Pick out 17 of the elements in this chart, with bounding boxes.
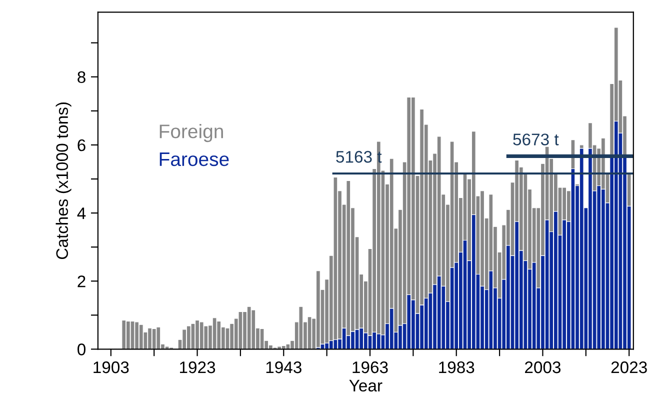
y-axis-title: Catches (x1000 tons) <box>56 102 72 260</box>
x-tick-label: 2003 <box>525 361 561 374</box>
x-axis-title: Year <box>349 380 382 392</box>
y-tick-label: 2 <box>78 275 86 288</box>
y-tick-label: 8 <box>78 71 86 84</box>
x-tick-label: 1923 <box>180 361 216 374</box>
x-tick-label: 1963 <box>352 361 388 374</box>
x-tick-label: 1943 <box>266 361 302 374</box>
y-tick-label: 0 <box>78 344 86 356</box>
y-tick-label: 6 <box>78 139 86 152</box>
text: Faroese <box>160 152 229 166</box>
annotation: 5673 t <box>513 134 559 146</box>
x-tick-label: 2023 <box>611 361 647 374</box>
x-tick-label: 1983 <box>439 361 474 374</box>
text: Foreign <box>160 124 223 142</box>
x-tick-label: 1903 <box>94 361 129 374</box>
y-tick-label: 4 <box>77 208 86 220</box>
